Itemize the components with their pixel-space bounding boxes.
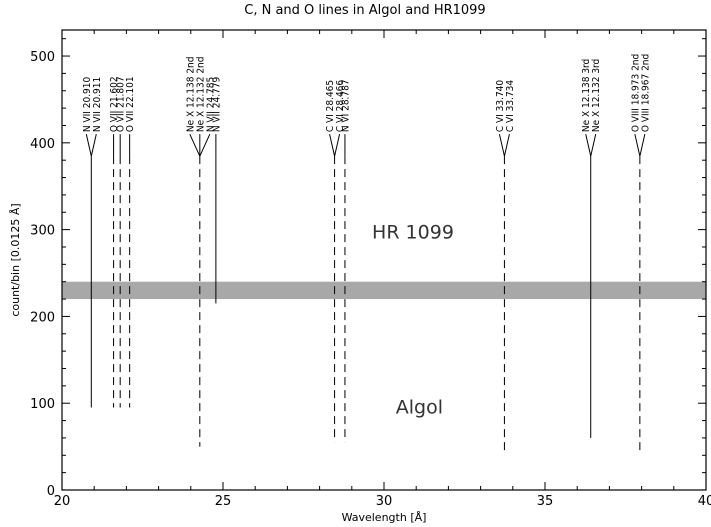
line-fan-6-1 [334,134,341,157]
line-fan-0-1 [90,134,97,157]
y-tick-label: 200 [30,310,55,325]
line-label-0-1: N VII 20.911 [92,77,103,132]
x-axis-title: Wavelength [Å] [342,511,427,524]
y-tick-label: 500 [30,50,55,65]
line-label-10-1: O VIII 18.967 2nd [640,54,651,132]
line-fan-9-1 [590,134,597,157]
y-tick-label: 400 [30,137,55,152]
line-label-6-1: C VI 28.466 [335,80,346,133]
hr1099-baseline-band [62,281,706,300]
line-fan-8-0 [498,134,505,157]
line-fan-4-0 [189,133,201,157]
line-label-6-0: C VI 28.465 [325,80,336,132]
line-fan-8-1 [503,134,510,157]
line-label-0-0: N VII 20.910 [82,77,93,133]
y-tick-label: 0 [47,484,55,499]
line-fan-4-2 [199,133,211,157]
chart-title: C, N and O lines in Algol and HR1099 [244,3,485,18]
annotation-hr-1099: HR 1099 [372,221,454,243]
line-label-5-0: N VII 24.779 [211,77,222,133]
line-label-9-0: Ne X 12.138 3rd [581,59,592,132]
line-label-8-0: C VI 33.740 [495,80,506,133]
x-tick-label: 30 [376,494,393,509]
line-label-9-1: Ne X 12.132 3rd [591,59,602,132]
line-fan-6-0 [329,134,336,157]
line-label-2-0: O VII 21.807 [116,76,127,132]
line-label-3-0: O VII 22.101 [125,76,136,132]
line-label-10-0: O VIII 18.973 2nd [630,54,641,132]
x-tick-label: 40 [698,494,711,509]
annotation-algol: Algol [396,397,443,419]
x-tick-label: 35 [537,494,554,509]
line-label-1-0: O VII 21.602 [109,76,120,132]
x-tick-label: 25 [215,494,232,509]
line-label-4-1: Ne X 12.132 2nd [195,57,206,133]
line-fan-10-1 [639,134,646,157]
plot-frame [61,29,707,491]
line-fan-10-0 [634,134,641,157]
line-label-4-2: N VII 24.785 [205,77,216,132]
y-tick-label: 100 [30,397,55,412]
line-fan-9-0 [585,134,592,157]
line-label-8-1: C VI 33.734 [505,80,516,133]
y-axis-title: count/bin [0.0125 Å] [9,203,22,316]
line-label-7-0: N VI 28.787 [340,79,351,132]
x-tick-label: 20 [54,494,71,509]
line-label-4-0: Ne X 12.138 2nd [185,57,196,133]
y-tick-label: 300 [30,224,55,239]
line-fan-0-0 [85,134,92,157]
